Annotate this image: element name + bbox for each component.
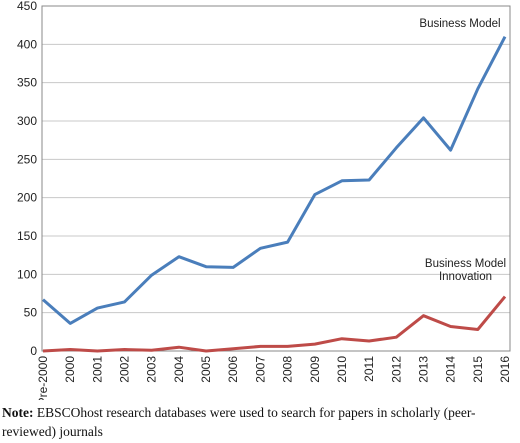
y-tick-label: 100 (17, 267, 37, 281)
x-tick-label: 2012 (389, 356, 403, 383)
x-tick-label: 2015 (471, 356, 485, 383)
y-tick-label: 250 (17, 152, 37, 166)
y-tick-label: 150 (17, 229, 37, 243)
note: Note: EBSCOhost research databases were … (2, 403, 517, 441)
y-tick-label: 50 (24, 306, 38, 320)
series-label: Business Model (419, 18, 501, 30)
x-tick-label: 2009 (308, 356, 322, 383)
x-tick-label: 2003 (145, 356, 159, 383)
x-tick-label: 2001 (90, 356, 104, 383)
chart: 0 50 100 150 200 250 300 350 400 450 Pre-2000 2000 2… (17, 0, 512, 405)
line-series (42, 295, 507, 353)
x-tick-label: 2013 (416, 356, 430, 383)
x-tick-label: 2008 (281, 356, 295, 383)
x-tick-label: 2016 (498, 356, 512, 383)
x-tick-label: 2010 (335, 356, 349, 383)
x-tick-label: 2000 (63, 356, 77, 383)
x-tick-label: 2002 (118, 356, 132, 383)
y-tick-label: 400 (17, 37, 37, 51)
note-text: EBSCOhost research databases were used t… (2, 405, 476, 439)
note-label: Note: (2, 405, 34, 420)
x-tick-label: 2007 (253, 356, 267, 383)
x-tick-label: 2014 (444, 356, 458, 383)
x-tick-label: 2006 (226, 356, 240, 383)
x-tick-label: 2004 (172, 356, 186, 383)
series-label: Business Model Innovation (424, 258, 507, 283)
plot-frame (41, 5, 511, 352)
x-tick-label: Pre-2000 (36, 356, 50, 400)
y-tick-label: 450 (17, 0, 37, 13)
y-tick-label: 200 (17, 191, 37, 205)
x-tick-label: 2005 (199, 356, 213, 383)
y-tick-label: 0 (30, 344, 37, 358)
x-tick-label: 2011 (362, 356, 376, 382)
line-series (42, 36, 507, 325)
y-tick-label: 300 (17, 114, 37, 128)
y-tick-label: 350 (17, 76, 37, 90)
